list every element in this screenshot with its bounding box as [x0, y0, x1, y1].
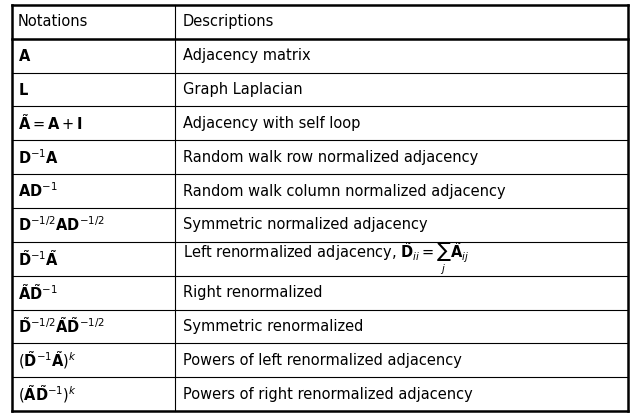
Bar	[12, 5, 628, 39]
Text: $\tilde{\mathbf{D}}^{-1/2}\tilde{\mathbf{A}}\tilde{\mathbf{D}}^{-1/2}$: $\tilde{\mathbf{D}}^{-1/2}\tilde{\mathbf…	[18, 317, 104, 337]
Text: Adjacency matrix: Adjacency matrix	[182, 48, 310, 63]
Bar	[12, 39, 628, 73]
Bar	[12, 242, 628, 276]
Text: $\mathbf{D}^{-1} \mathbf{A}$: $\mathbf{D}^{-1} \mathbf{A}$	[18, 148, 59, 166]
Text: Symmetric renormalized: Symmetric renormalized	[182, 319, 363, 334]
Bar	[12, 276, 628, 310]
Bar	[12, 73, 628, 106]
Bar	[12, 208, 628, 242]
Text: Right renormalized: Right renormalized	[182, 285, 322, 300]
Bar	[12, 343, 628, 377]
Text: Random walk column normalized adjacency: Random walk column normalized adjacency	[182, 183, 506, 198]
Bar	[12, 106, 628, 140]
Text: $(\tilde{\mathbf{A}}\tilde{\mathbf{D}}^{-1})^k$: $(\tilde{\mathbf{A}}\tilde{\mathbf{D}}^{…	[18, 383, 77, 405]
Text: Random walk row normalized adjacency: Random walk row normalized adjacency	[182, 150, 478, 165]
Text: Powers of left renormalized adjacency: Powers of left renormalized adjacency	[182, 353, 461, 368]
Text: $\tilde{\mathbf{D}}^{-1}\tilde{\mathbf{A}}$: $\tilde{\mathbf{D}}^{-1}\tilde{\mathbf{A…	[18, 249, 59, 269]
Text: Notations: Notations	[18, 15, 88, 30]
Bar	[12, 174, 628, 208]
Text: Symmetric normalized adjacency: Symmetric normalized adjacency	[182, 218, 428, 233]
Text: Powers of right renormalized adjacency: Powers of right renormalized adjacency	[182, 386, 472, 401]
Text: Left renormalized adjacency, $\tilde{\mathbf{D}}_{ii} = \sum_j \tilde{\mathbf{A}: Left renormalized adjacency, $\tilde{\ma…	[182, 240, 469, 277]
Text: Graph Laplacian: Graph Laplacian	[182, 82, 302, 97]
Text: $\mathbf{L}$: $\mathbf{L}$	[18, 82, 29, 98]
Text: $\tilde{\mathbf{A}}\tilde{\mathbf{D}}^{-1}$: $\tilde{\mathbf{A}}\tilde{\mathbf{D}}^{-…	[18, 282, 58, 302]
Text: $\mathbf{A} \mathbf{D}^{-1}$: $\mathbf{A} \mathbf{D}^{-1}$	[18, 182, 58, 201]
Text: Descriptions: Descriptions	[182, 15, 274, 30]
Text: $(\tilde{\mathbf{D}}^{-1}\tilde{\mathbf{A}})^k$: $(\tilde{\mathbf{D}}^{-1}\tilde{\mathbf{…	[18, 349, 77, 371]
Bar	[12, 377, 628, 411]
Text: $\tilde{\mathbf{A}} = \mathbf{A} + \mathbf{I}$: $\tilde{\mathbf{A}} = \mathbf{A} + \math…	[18, 114, 83, 134]
Text: $\mathbf{A}$: $\mathbf{A}$	[18, 48, 31, 64]
Bar	[12, 310, 628, 343]
Bar	[12, 140, 628, 174]
Text: Adjacency with self loop: Adjacency with self loop	[182, 116, 360, 131]
Text: $\mathbf{D}^{-1/2} \mathbf{A} \mathbf{D}^{-1/2}$: $\mathbf{D}^{-1/2} \mathbf{A} \mathbf{D}…	[18, 215, 104, 234]
